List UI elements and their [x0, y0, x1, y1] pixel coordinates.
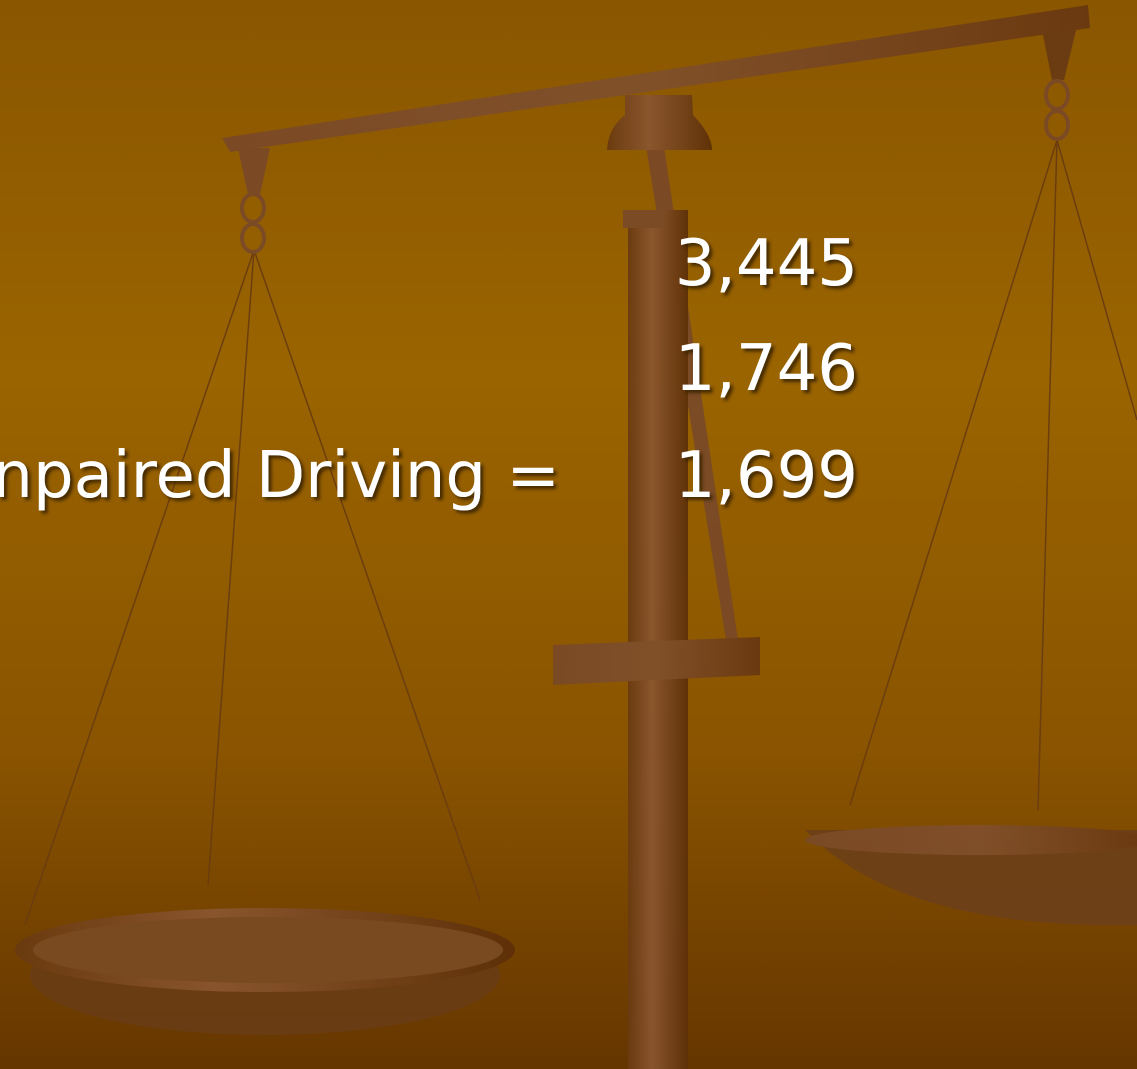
- value: 3,445: [675, 227, 858, 301]
- slide: 3,445 1,746 npaired Driving = 1,699: [0, 0, 1137, 1069]
- value: 1,746: [675, 332, 858, 406]
- page: 3,445 1,746 npaired Driving = 1,699 (() …: [0, 0, 1137, 1069]
- value: 1,699: [675, 439, 858, 513]
- label: npaired Driving =: [0, 439, 560, 513]
